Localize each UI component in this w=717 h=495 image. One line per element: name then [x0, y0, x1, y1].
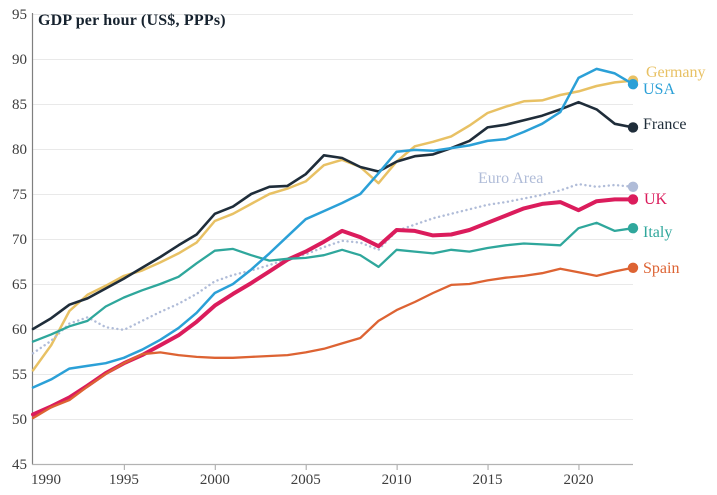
end-dot-italy[interactable] — [627, 223, 639, 234]
series-label-italy: Italy — [643, 224, 673, 241]
x-tick-label-1990: 1990 — [31, 472, 61, 488]
y-tick-label-70: 70 — [12, 232, 27, 248]
series-label-usa: USA — [643, 81, 676, 98]
series-line-france[interactable] — [31, 100, 635, 331]
series-line-spain[interactable] — [31, 266, 635, 420]
y-tick-label-50: 50 — [12, 412, 27, 428]
x-tick-label-2015: 2015 — [473, 472, 503, 488]
x-tick-label-2005: 2005 — [291, 472, 321, 488]
x-tick-label-2010: 2010 — [382, 472, 412, 488]
y-tick-label-60: 60 — [12, 322, 27, 338]
y-tick-label-75: 75 — [12, 187, 27, 203]
series-label-euro-area: Euro Area — [478, 170, 544, 187]
y-tick-label-85: 85 — [12, 97, 27, 113]
y-tick-label-90: 90 — [12, 52, 27, 68]
end-dot-france[interactable] — [627, 122, 639, 133]
x-tick-label-2020: 2020 — [563, 472, 593, 488]
end-dot-usa[interactable] — [627, 79, 639, 90]
series-line-italy[interactable] — [31, 221, 635, 343]
chart-title: GDP per hour (US$, PPPs) — [38, 12, 226, 29]
y-tick-label-65: 65 — [12, 277, 27, 293]
series-line-euro-area[interactable] — [31, 182, 635, 355]
y-tick-label-45: 45 — [12, 457, 27, 473]
end-dot-uk[interactable] — [627, 194, 639, 205]
y-tick-label-95: 95 — [12, 7, 27, 23]
series-label-spain: Spain — [643, 260, 680, 277]
x-tick-label-1995: 1995 — [109, 472, 139, 488]
end-dot-spain[interactable] — [627, 262, 639, 273]
series-label-uk: UK — [644, 191, 668, 208]
series-line-usa[interactable] — [31, 67, 635, 389]
y-tick-label-80: 80 — [12, 142, 27, 158]
y-tick-label-55: 55 — [12, 367, 27, 383]
end-dot-euro-area[interactable] — [627, 181, 639, 192]
series-label-france: France — [643, 116, 687, 133]
x-tick-label-2000: 2000 — [200, 472, 230, 488]
series-label-germany: Germany — [646, 64, 706, 81]
series-line-uk[interactable] — [31, 197, 635, 417]
